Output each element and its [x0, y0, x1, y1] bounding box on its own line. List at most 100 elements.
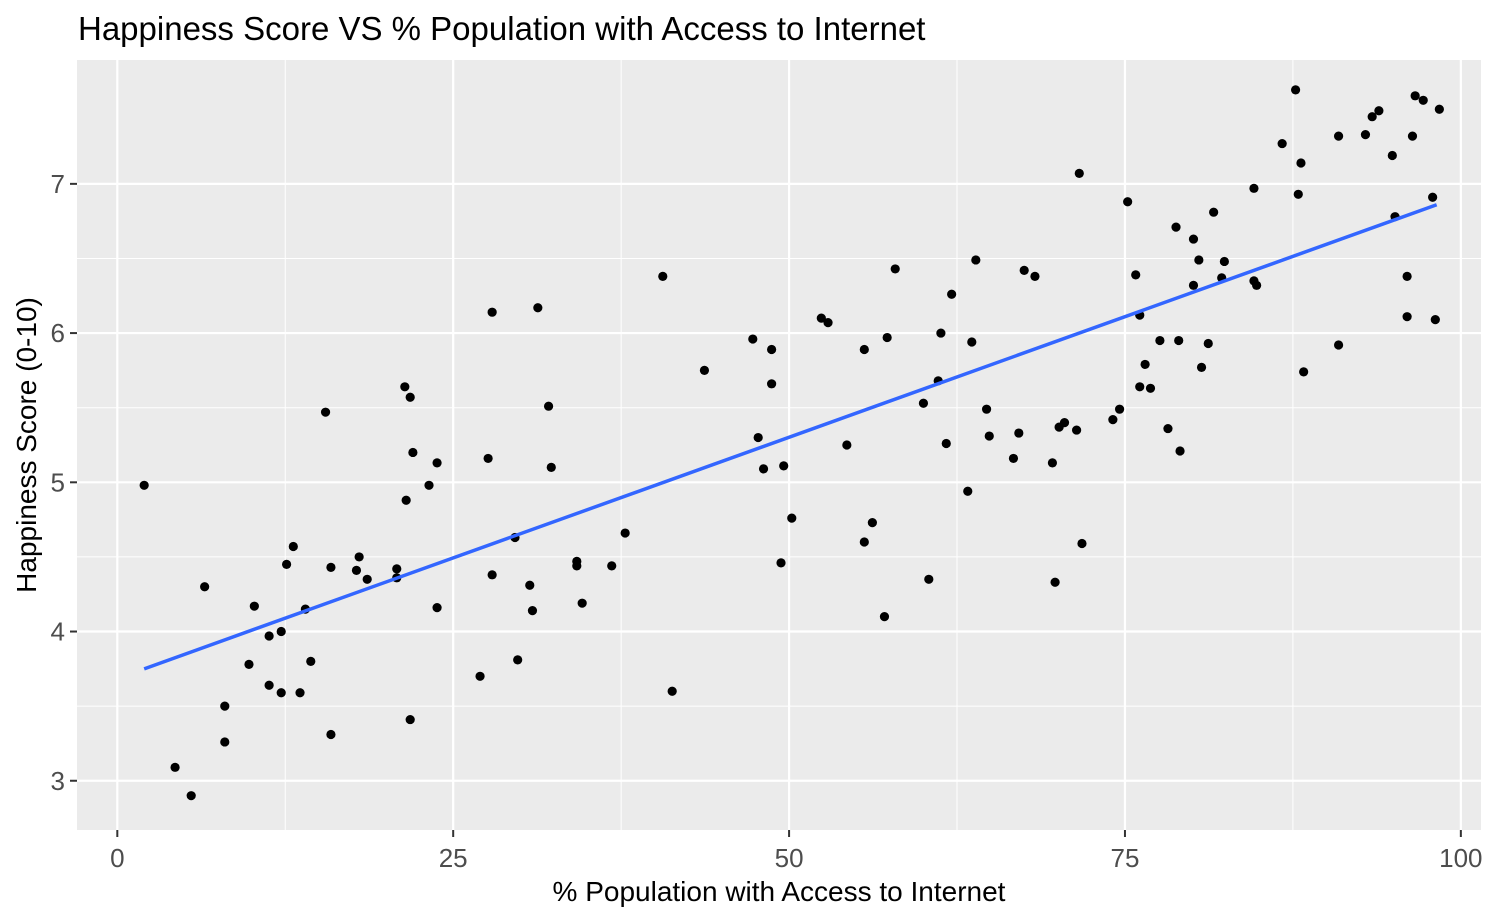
data-point: [620, 528, 630, 538]
data-point: [658, 271, 668, 281]
data-point: [1374, 106, 1384, 116]
data-point: [1059, 418, 1070, 428]
data-point: [981, 404, 992, 414]
trend-line: [143, 203, 1438, 671]
data-point: [1430, 315, 1440, 325]
data-point: [882, 332, 892, 343]
data-point: [1333, 340, 1344, 350]
data-point: [281, 559, 292, 569]
data-point: [577, 598, 587, 608]
data-point: [1019, 265, 1029, 276]
data-point: [533, 303, 543, 313]
data-point: [244, 659, 254, 669]
data-point: [947, 289, 957, 299]
data-point: [867, 517, 877, 528]
x-tick-label: 100: [1439, 843, 1482, 873]
data-point: [220, 701, 230, 711]
data-point: [306, 656, 316, 666]
data-point: [924, 574, 934, 584]
data-point: [859, 344, 869, 355]
data-point: [941, 438, 951, 449]
data-point: [1108, 415, 1118, 425]
data-point: [405, 714, 415, 725]
data-point: [1171, 222, 1181, 232]
data-point: [1219, 256, 1229, 267]
data-point: [787, 513, 797, 523]
data-point: [971, 255, 981, 265]
data-point: [527, 606, 538, 616]
data-point: [1135, 382, 1145, 392]
data-point: [936, 328, 946, 338]
data-point: [1293, 189, 1303, 199]
data-point: [758, 464, 769, 474]
data-point: [249, 601, 259, 611]
data-point: [748, 334, 758, 344]
data-point: [139, 480, 149, 490]
data-point: [1155, 335, 1165, 346]
chart-title: Happiness Score VS % Population with Acc…: [78, 10, 925, 47]
data-point: [543, 401, 554, 411]
data-point: [401, 495, 411, 505]
grid-minor: [77, 60, 1481, 830]
data-point: [767, 379, 777, 389]
grid-major: [77, 60, 1481, 830]
data-point: [1290, 85, 1301, 95]
data-point: [1296, 158, 1306, 168]
data-point: [1188, 234, 1199, 244]
data-point: [859, 537, 869, 547]
data-point: [984, 431, 994, 441]
data-point: [1123, 197, 1133, 207]
data-point: [1071, 425, 1082, 435]
data-point: [967, 337, 977, 347]
data-point: [351, 565, 362, 575]
data-point: [1140, 359, 1150, 370]
data-point: [1367, 112, 1377, 122]
x-tick-label: 0: [110, 843, 124, 873]
y-tick-label: 4: [51, 617, 65, 647]
data-point: [1114, 404, 1125, 414]
data-point: [1387, 150, 1397, 161]
data-point: [288, 541, 298, 552]
y-tick-label: 6: [51, 318, 65, 348]
data-point: [424, 480, 434, 490]
data-point: [1434, 104, 1444, 114]
data-point: [572, 556, 582, 566]
data-point: [1047, 458, 1058, 468]
data-point: [200, 582, 210, 592]
data-point: [823, 318, 833, 328]
data-point: [362, 574, 372, 584]
data-point: [475, 671, 485, 681]
data-point: [918, 398, 929, 408]
y-tick-label: 5: [51, 467, 65, 497]
data-point: [487, 570, 497, 580]
data-point: [879, 612, 890, 622]
x-tick-label: 25: [439, 843, 468, 873]
data-point: [1188, 280, 1199, 290]
data-point: [1333, 131, 1344, 141]
plot-panel: [77, 60, 1481, 830]
data-point: [1174, 335, 1184, 346]
x-tick-label: 75: [1111, 843, 1140, 873]
data-point: [1163, 423, 1173, 434]
data-point: [1030, 271, 1040, 281]
y-axis-title: Happiness Score (0-10): [11, 297, 42, 593]
data-point: [186, 791, 196, 801]
y-tick-label: 7: [51, 169, 65, 199]
data-point: [392, 564, 402, 574]
data-point: [963, 486, 973, 496]
data-point: [1131, 270, 1141, 280]
data-point: [276, 626, 286, 637]
data-point: [1402, 312, 1412, 322]
data-point: [1050, 577, 1060, 587]
data-point: [1196, 362, 1207, 373]
data-point: [699, 365, 710, 375]
data-point: [1074, 168, 1084, 179]
x-axis-ticks: 0 25 50 75 100: [110, 830, 1483, 873]
data-point: [432, 458, 442, 468]
data-point: [276, 688, 286, 698]
data-point: [1252, 280, 1262, 290]
data-point: [354, 552, 364, 562]
data-point: [607, 561, 617, 571]
data-point: [890, 264, 900, 274]
